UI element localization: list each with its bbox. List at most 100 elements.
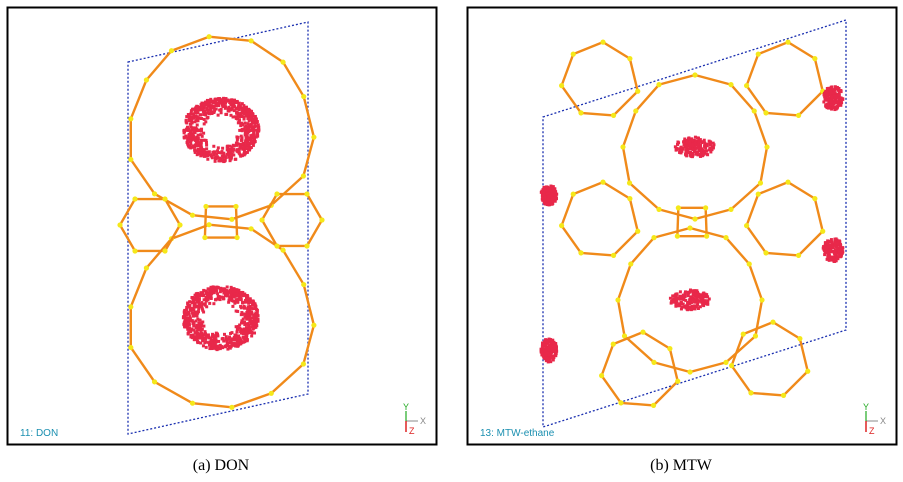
adsorbate bbox=[195, 144, 198, 147]
adsorbate bbox=[551, 197, 554, 200]
adsorbate bbox=[212, 287, 215, 290]
adsorbate bbox=[189, 317, 192, 320]
adsorbate bbox=[185, 115, 188, 118]
adsorbate bbox=[200, 301, 203, 304]
atom bbox=[117, 222, 122, 227]
adsorbate bbox=[202, 310, 205, 313]
adsorbate bbox=[832, 89, 835, 92]
adsorbate bbox=[188, 326, 191, 329]
adsorbate bbox=[684, 305, 687, 308]
atom bbox=[797, 336, 802, 341]
adsorbate bbox=[230, 286, 233, 289]
adsorbate bbox=[241, 108, 244, 111]
adsorbate bbox=[228, 145, 231, 148]
atom bbox=[805, 369, 810, 374]
atom bbox=[656, 82, 661, 87]
adsorbate bbox=[840, 90, 843, 93]
adsorbate bbox=[825, 90, 828, 93]
adsorbate bbox=[834, 241, 837, 244]
atom bbox=[723, 235, 728, 240]
panel: 11: DON (a) DON XYZ bbox=[8, 8, 437, 475]
atom bbox=[132, 196, 137, 201]
atom bbox=[162, 248, 167, 253]
atom bbox=[190, 213, 195, 218]
adsorbate bbox=[202, 139, 205, 142]
bond bbox=[205, 206, 206, 237]
adsorbate bbox=[695, 289, 698, 292]
adsorbate bbox=[240, 331, 243, 334]
adsorbate bbox=[206, 107, 209, 110]
adsorbate bbox=[202, 110, 205, 113]
atom bbox=[162, 196, 167, 201]
atom bbox=[559, 223, 564, 228]
panel: 13: MTW-ethane (b) MTW XYZ bbox=[468, 8, 897, 475]
caption: (a) DON bbox=[193, 457, 250, 474]
adsorbate bbox=[221, 147, 224, 150]
atom bbox=[611, 113, 616, 118]
adsorbate bbox=[690, 305, 693, 308]
atom bbox=[259, 217, 264, 222]
adsorbate bbox=[184, 310, 187, 313]
atom bbox=[728, 207, 733, 212]
atom bbox=[249, 226, 254, 231]
adsorbate bbox=[187, 321, 190, 324]
adsorbate bbox=[212, 334, 215, 337]
adsorbate bbox=[207, 297, 210, 300]
panel-label: 11: DON bbox=[20, 428, 58, 439]
adsorbate bbox=[188, 304, 191, 307]
adsorbate bbox=[190, 112, 193, 115]
adsorbate bbox=[829, 249, 832, 252]
adsorbate bbox=[229, 332, 232, 335]
adsorbate bbox=[189, 330, 192, 333]
adsorbate bbox=[199, 342, 202, 345]
adsorbate bbox=[691, 154, 694, 157]
atom bbox=[651, 235, 656, 240]
atom bbox=[235, 235, 240, 240]
atom bbox=[692, 216, 697, 221]
adsorbate bbox=[226, 148, 229, 151]
adsorbate bbox=[682, 294, 685, 297]
adsorbate bbox=[233, 292, 236, 295]
adsorbate bbox=[230, 98, 233, 101]
atom bbox=[269, 391, 274, 396]
adsorbate bbox=[549, 185, 552, 188]
atom bbox=[202, 235, 207, 240]
atom bbox=[651, 360, 656, 365]
atom bbox=[578, 110, 583, 115]
atom bbox=[280, 248, 285, 253]
adsorbate bbox=[201, 293, 204, 296]
adsorbate bbox=[205, 346, 208, 349]
adsorbate bbox=[695, 293, 698, 296]
adsorbate bbox=[251, 141, 254, 144]
adsorbate bbox=[674, 294, 677, 297]
adsorbate bbox=[238, 152, 241, 155]
adsorbate bbox=[249, 135, 252, 138]
adsorbate bbox=[242, 104, 245, 107]
adsorbate bbox=[703, 142, 706, 145]
adsorbate bbox=[246, 131, 249, 134]
adsorbate bbox=[229, 108, 232, 111]
adsorbate bbox=[687, 294, 690, 297]
adsorbate bbox=[238, 104, 241, 107]
adsorbate bbox=[214, 298, 217, 301]
adsorbate bbox=[197, 148, 200, 151]
adsorbate bbox=[233, 296, 236, 299]
bond bbox=[677, 208, 678, 236]
adsorbate bbox=[191, 312, 194, 315]
adsorbate bbox=[214, 160, 217, 163]
adsorbate bbox=[684, 290, 687, 293]
adsorbate bbox=[193, 306, 196, 309]
adsorbate bbox=[692, 291, 695, 294]
atom bbox=[571, 52, 576, 57]
adsorbate bbox=[218, 109, 221, 112]
adsorbate bbox=[204, 330, 207, 333]
adsorbate bbox=[839, 251, 842, 254]
adsorbate bbox=[836, 256, 839, 259]
atom bbox=[620, 144, 625, 149]
adsorbate bbox=[826, 99, 829, 102]
adsorbate bbox=[212, 106, 215, 109]
atom bbox=[763, 110, 768, 115]
adsorbate bbox=[239, 147, 242, 150]
adsorbate bbox=[238, 338, 241, 341]
atom bbox=[756, 52, 761, 57]
